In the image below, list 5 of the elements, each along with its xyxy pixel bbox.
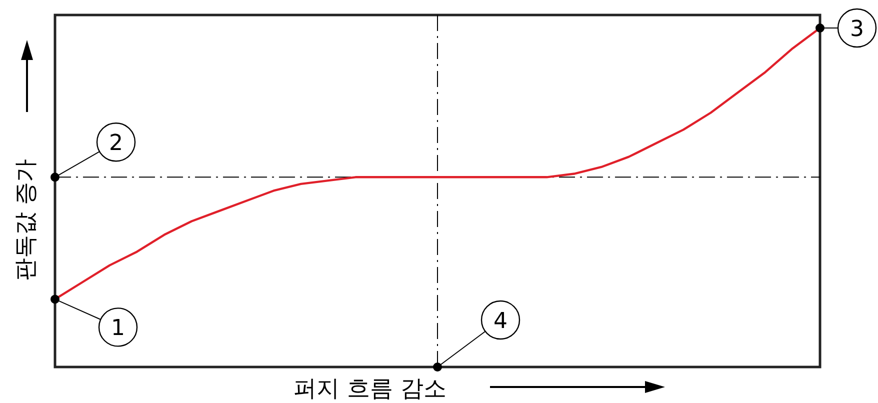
y-axis-title: 판독값 증가: [13, 158, 39, 282]
x-axis-title: 퍼지 흐름 감소: [294, 376, 446, 402]
annotation: 2: [109, 131, 123, 156]
annotation: 1: [111, 316, 125, 342]
annotation: 4: [494, 309, 508, 334]
